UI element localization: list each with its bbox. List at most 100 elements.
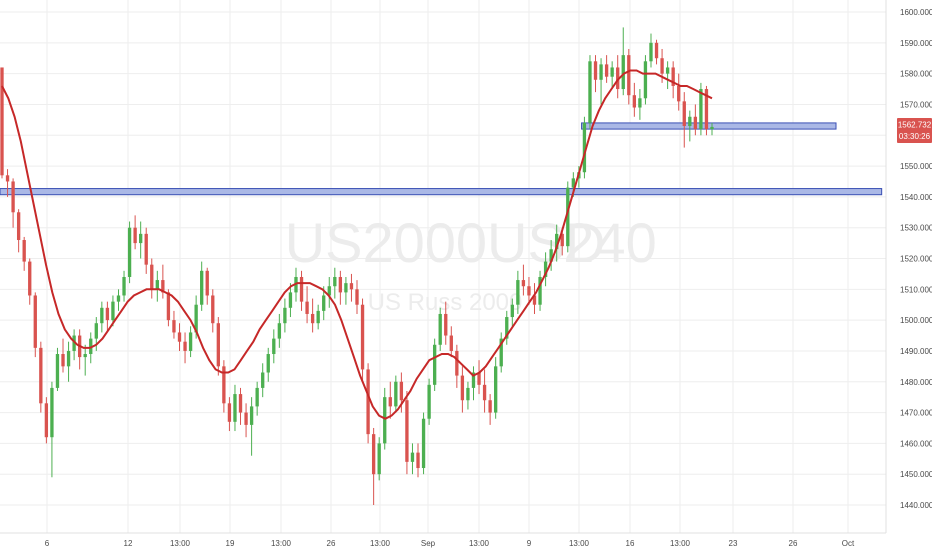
candle-body: [421, 418, 426, 469]
candle-body: [261, 372, 265, 388]
y-tick-label: 1530.000: [900, 224, 932, 233]
candle-body: [150, 264, 154, 290]
x-tick-label: 13:00: [271, 539, 292, 548]
candle-body: [355, 289, 359, 305]
candle-body: [100, 307, 104, 324]
candle-body: [244, 412, 248, 425]
candle-body: [200, 270, 204, 305]
candle-body: [444, 313, 448, 336]
x-tick-label: 13:00: [469, 539, 490, 548]
candle-body: [205, 270, 209, 296]
candle-body: [166, 292, 171, 321]
y-tick-label: 1590.000: [900, 39, 932, 48]
candle-body: [477, 372, 481, 385]
candle-body: [710, 126, 714, 130]
candle-body: [549, 249, 553, 262]
candle-body: [438, 313, 442, 345]
candle-body: [28, 261, 32, 296]
candle-body: [616, 67, 620, 90]
x-tick-label: 23: [729, 539, 738, 548]
candle-body: [299, 276, 304, 302]
candle-body: [55, 354, 60, 388]
candle-body: [216, 323, 220, 367]
candle-body: [139, 233, 143, 244]
candle-body: [366, 369, 370, 435]
candle-body: [211, 295, 215, 324]
candle-body: [377, 443, 381, 475]
x-tick-label: 26: [327, 539, 336, 548]
candle-body: [172, 320, 176, 333]
x-tick-label: 26: [789, 539, 798, 548]
y-tick-label: 1500.000: [900, 316, 932, 325]
candle-body: [632, 95, 637, 108]
candle-body: [499, 338, 503, 367]
candle-body: [588, 61, 592, 123]
candle-body: [360, 304, 365, 370]
candle-body: [144, 233, 148, 265]
candle-body: [410, 452, 415, 462]
candle-body: [427, 384, 431, 419]
x-tick-label: Oct: [842, 539, 855, 548]
watermark-name: US Russ 2000: [368, 289, 523, 316]
candle-body: [532, 295, 537, 305]
candle-body: [455, 350, 459, 376]
candle-body: [255, 387, 259, 407]
candle-body: [521, 280, 526, 287]
candle-body: [604, 64, 609, 77]
candle-body: [371, 434, 376, 475]
candle-body: [538, 276, 542, 305]
x-tick-label: 16: [626, 539, 635, 548]
watermark-symbol: US2000USD: [285, 211, 606, 274]
x-tick-label: 12: [124, 539, 133, 548]
candle-body: [494, 366, 498, 413]
candle-body: [155, 280, 159, 290]
candle-body: [671, 67, 675, 86]
candle-body: [416, 452, 420, 469]
candle-body: [555, 233, 559, 250]
x-axis[interactable]: 6 12 13:00 19 13:00 26 13:00 Sep 13:00 9 13:00 16 13…: [45, 539, 855, 548]
y-axis[interactable]: 1600.0001590.0001580.0001570.0001560.000…: [900, 8, 932, 510]
zone-rectangle[interactable]: [581, 122, 837, 130]
candle-body: [89, 338, 93, 355]
candle-body: [693, 116, 698, 130]
candle-body: [349, 283, 354, 290]
y-tick-label: 1460.000: [900, 439, 932, 448]
candle-body: [16, 212, 21, 241]
x-tick-label: 13:00: [370, 539, 391, 548]
candle-body: [266, 354, 270, 373]
candle-body: [582, 122, 587, 173]
y-tick-label: 1580.000: [900, 70, 932, 79]
candle-body: [621, 55, 625, 90]
candle-body: [688, 116, 692, 127]
candle-body: [322, 295, 326, 311]
candle-body: [272, 338, 276, 355]
y-tick-label: 1480.000: [900, 378, 932, 387]
candle-body: [122, 276, 126, 296]
candle-body: [188, 332, 193, 351]
last-price-tag-background: [897, 118, 932, 143]
candle-body: [593, 61, 598, 80]
candle-body: [222, 366, 226, 404]
candle-body: [238, 394, 243, 413]
candle-body: [627, 55, 631, 96]
candle-body: [610, 67, 614, 77]
candle-body: [105, 307, 110, 321]
zone-rectangle[interactable]: [0, 188, 883, 196]
candle-body: [316, 310, 320, 324]
candle-body: [83, 354, 87, 358]
candle-body: [44, 403, 49, 438]
candle-body: [305, 301, 309, 314]
candle-body: [510, 304, 514, 318]
y-tick-label: 1470.000: [900, 409, 932, 418]
candle-body: [338, 276, 343, 293]
candle-body: [505, 317, 509, 339]
candle-body: [127, 227, 132, 277]
candle-body: [654, 42, 659, 59]
candle-body: [388, 397, 392, 407]
candle-body: [543, 261, 548, 277]
candle-body: [116, 295, 121, 302]
candle-body: [649, 42, 653, 62]
candle-body: [72, 335, 76, 351]
support-resistance-zones[interactable]: [0, 122, 883, 196]
